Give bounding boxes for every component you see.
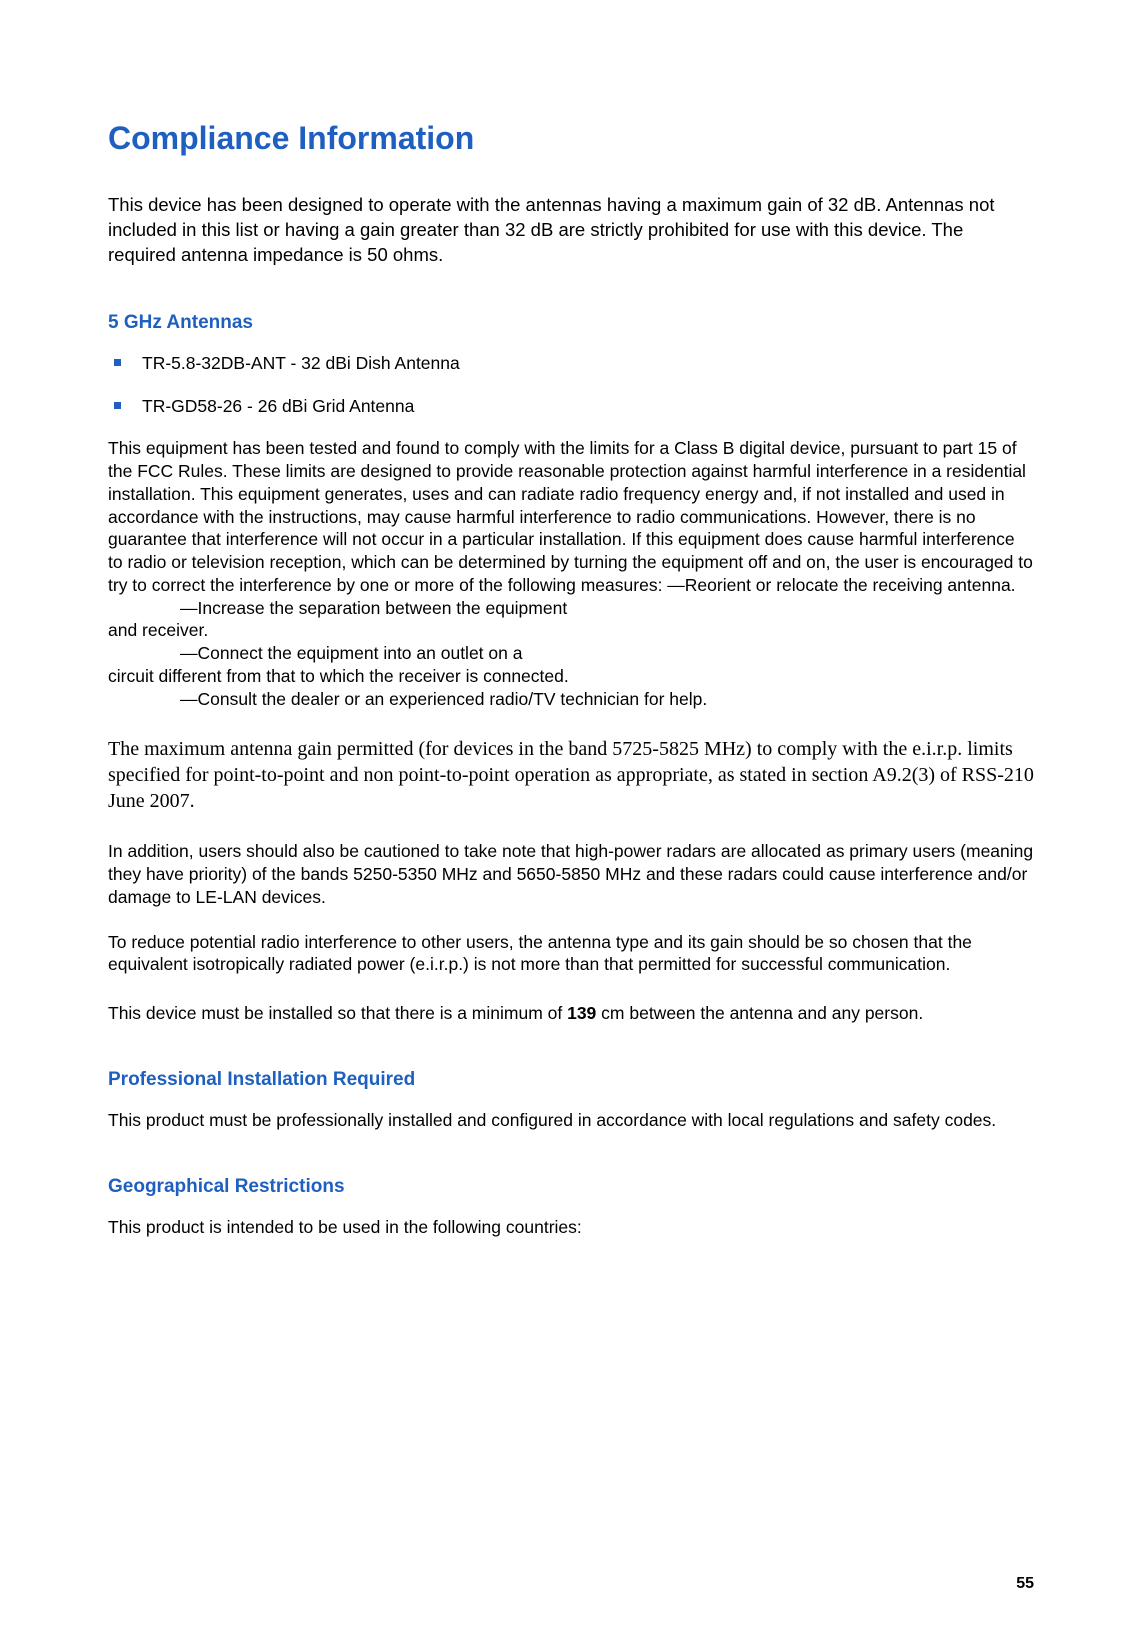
rss-paragraph: The maximum antenna gain permitted (for … bbox=[108, 736, 1034, 814]
geo-paragraph: This product is intended to be used in t… bbox=[108, 1216, 1034, 1239]
section-heading-geo: Geographical Restrictions bbox=[108, 1176, 1034, 1198]
list-item: TR-5.8-32DB-ANT - 32 dBi Dish Antenna bbox=[108, 352, 1034, 375]
intro-paragraph: This device has been designed to operate… bbox=[108, 193, 1034, 268]
installation-paragraph: This product must be professionally inst… bbox=[108, 1109, 1034, 1132]
radar-paragraph: In addition, users should also be cautio… bbox=[108, 840, 1034, 908]
fcc-paragraph: This equipment has been tested and found… bbox=[108, 437, 1034, 710]
distance-paragraph: This device must be installed so that th… bbox=[108, 1002, 1034, 1025]
page-title: Compliance Information bbox=[108, 120, 1034, 157]
fcc-measure-cont: and receiver. bbox=[108, 620, 208, 640]
fcc-main-text: This equipment has been tested and found… bbox=[108, 438, 1033, 595]
distance-suffix: cm between the antenna and any person. bbox=[596, 1003, 923, 1023]
section-heading-installation: Professional Installation Required bbox=[108, 1069, 1034, 1091]
section-heading-antennas: 5 GHz Antennas bbox=[108, 312, 1034, 334]
distance-value: 139 bbox=[567, 1003, 596, 1023]
fcc-measure-cont: circuit different from that to which the… bbox=[108, 666, 569, 686]
list-item: TR-GD58-26 - 26 dBi Grid Antenna bbox=[108, 395, 1034, 418]
page-number: 55 bbox=[1016, 1575, 1034, 1593]
fcc-measure: —Consult the dealer or an experienced ra… bbox=[108, 688, 1034, 711]
eirp-paragraph: To reduce potential radio interference t… bbox=[108, 931, 1034, 977]
fcc-measure: —Increase the separation between the equ… bbox=[108, 597, 1034, 620]
fcc-measure: —Connect the equipment into an outlet on… bbox=[108, 642, 1034, 665]
distance-prefix: This device must be installed so that th… bbox=[108, 1003, 567, 1023]
antenna-list: TR-5.8-32DB-ANT - 32 dBi Dish Antenna TR… bbox=[108, 352, 1034, 418]
